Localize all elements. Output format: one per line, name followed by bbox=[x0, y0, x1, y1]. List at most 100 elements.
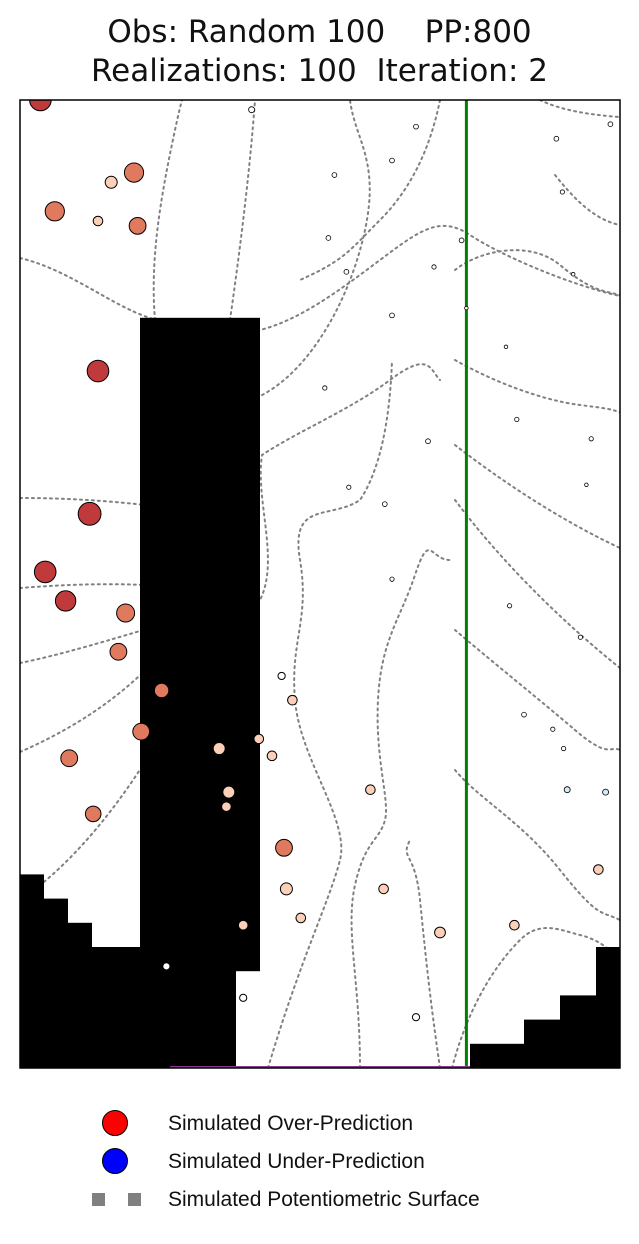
residual-point-62 bbox=[464, 305, 469, 311]
legend-over-dot bbox=[102, 1110, 128, 1136]
residual-point-13 bbox=[132, 722, 151, 741]
contour-line-0 bbox=[20, 225, 620, 332]
legend-under-dot bbox=[102, 1148, 128, 1174]
contour-line-17 bbox=[454, 359, 620, 413]
inactive-block-2 bbox=[164, 1043, 188, 1068]
residual-point-1 bbox=[123, 162, 145, 183]
residual-point-43 bbox=[343, 269, 350, 275]
residual-point-63 bbox=[503, 344, 509, 350]
residual-point-37 bbox=[248, 106, 256, 114]
residual-point-12 bbox=[153, 682, 170, 699]
residual-point-17 bbox=[253, 733, 265, 745]
inactive-block-8 bbox=[470, 1043, 524, 1068]
inactive-block-7 bbox=[140, 995, 164, 1068]
residual-point-61 bbox=[431, 264, 437, 270]
residual-point-16 bbox=[212, 742, 226, 756]
residual-point-39 bbox=[389, 157, 395, 164]
residual-point-52 bbox=[584, 482, 589, 487]
contour-line-19 bbox=[454, 249, 620, 296]
residual-point-35 bbox=[602, 788, 609, 796]
residual-point-57 bbox=[521, 711, 527, 718]
inactive-cells bbox=[20, 317, 620, 1068]
contour-line-14 bbox=[454, 629, 620, 751]
residual-point-6 bbox=[86, 359, 110, 383]
inactive-block-9 bbox=[524, 1019, 560, 1068]
contour-line-15 bbox=[454, 499, 620, 669]
residual-point-15 bbox=[84, 805, 102, 823]
residual-point-47 bbox=[389, 576, 395, 582]
residual-point-38 bbox=[413, 123, 419, 130]
inactive-block-3 bbox=[20, 874, 44, 1068]
residual-point-45 bbox=[425, 438, 431, 445]
contour-line-10 bbox=[350, 549, 451, 1068]
legend-under-label: Simulated Under-Prediction bbox=[168, 1150, 425, 1173]
residual-point-7 bbox=[77, 501, 102, 526]
residual-point-20 bbox=[275, 838, 293, 857]
potentiometric-contours bbox=[20, 100, 620, 1068]
residual-point-22 bbox=[279, 882, 293, 896]
residual-markers bbox=[29, 100, 614, 1022]
residual-point-26 bbox=[378, 883, 389, 895]
residual-point-36 bbox=[563, 786, 571, 794]
residual-point-64 bbox=[571, 272, 576, 277]
legend-contour-marker bbox=[80, 1184, 160, 1216]
inactive-block-4 bbox=[44, 898, 68, 1068]
contour-line-16 bbox=[454, 444, 620, 549]
residual-point-51 bbox=[588, 436, 594, 442]
legend-over-prediction: Simulated Over-Prediction bbox=[80, 1108, 413, 1140]
residual-point-40 bbox=[553, 135, 560, 142]
residual-point-4 bbox=[92, 215, 104, 227]
residual-point-23 bbox=[222, 785, 236, 799]
residual-point-25 bbox=[266, 750, 278, 762]
inactive-block-11 bbox=[596, 947, 620, 1068]
legend-over-marker bbox=[80, 1108, 160, 1140]
residual-point-3 bbox=[128, 216, 147, 235]
inactive-block-1 bbox=[140, 317, 260, 972]
contour-line-12 bbox=[451, 927, 620, 1068]
residual-point-42 bbox=[458, 237, 465, 244]
residual-point-5 bbox=[104, 175, 118, 189]
residual-point-14 bbox=[60, 749, 79, 768]
legend-under-prediction: Simulated Under-Prediction bbox=[80, 1146, 425, 1178]
contour-line-8 bbox=[261, 100, 371, 396]
contour-line-7 bbox=[229, 100, 256, 321]
residual-point-55 bbox=[577, 634, 583, 640]
residual-point-31 bbox=[434, 926, 446, 939]
contour-line-5 bbox=[20, 363, 441, 901]
residual-point-48 bbox=[322, 385, 328, 391]
legend-contour-label: Simulated Potentiometric Surface bbox=[168, 1188, 480, 1211]
residual-point-60 bbox=[331, 172, 338, 178]
residual-point-32 bbox=[162, 962, 171, 971]
contour-line-6 bbox=[152, 100, 191, 321]
river-boundary bbox=[170, 100, 470, 1068]
residual-point-24 bbox=[365, 784, 376, 796]
residual-point-33 bbox=[239, 993, 248, 1002]
contour-line-11 bbox=[405, 839, 441, 1068]
legend-over-label: Simulated Over-Prediction bbox=[168, 1112, 414, 1135]
contour-line-9 bbox=[267, 359, 393, 1068]
residual-point-8 bbox=[33, 560, 57, 584]
residual-point-11 bbox=[109, 642, 128, 661]
legend-dash-2 bbox=[128, 1193, 141, 1206]
legend-dash-1 bbox=[92, 1193, 105, 1206]
residual-point-34 bbox=[411, 1013, 421, 1022]
contour-line-2 bbox=[20, 583, 146, 589]
residual-point-46 bbox=[381, 501, 388, 507]
chart-title-line2: Realizations: 100 Iteration: 2 bbox=[91, 53, 548, 89]
residual-point-10 bbox=[116, 603, 136, 623]
residual-point-18 bbox=[287, 694, 298, 706]
residual-point-9 bbox=[54, 590, 77, 612]
contour-line-1 bbox=[20, 497, 146, 506]
residual-point-21 bbox=[221, 801, 232, 812]
residual-point-56 bbox=[561, 746, 567, 752]
contour-line-13 bbox=[454, 769, 620, 921]
residual-point-53 bbox=[559, 189, 565, 195]
residual-point-49 bbox=[346, 484, 352, 490]
inactive-block-10 bbox=[560, 995, 596, 1068]
legend-potentiometric-surface: Simulated Potentiometric Surface bbox=[80, 1184, 480, 1216]
residual-point-30 bbox=[593, 864, 604, 875]
legend-under-marker bbox=[80, 1146, 160, 1178]
residual-point-19 bbox=[277, 671, 286, 681]
residual-point-54 bbox=[507, 603, 513, 609]
chart-title-line1: Obs: Random 100 PP:800 bbox=[107, 14, 532, 50]
